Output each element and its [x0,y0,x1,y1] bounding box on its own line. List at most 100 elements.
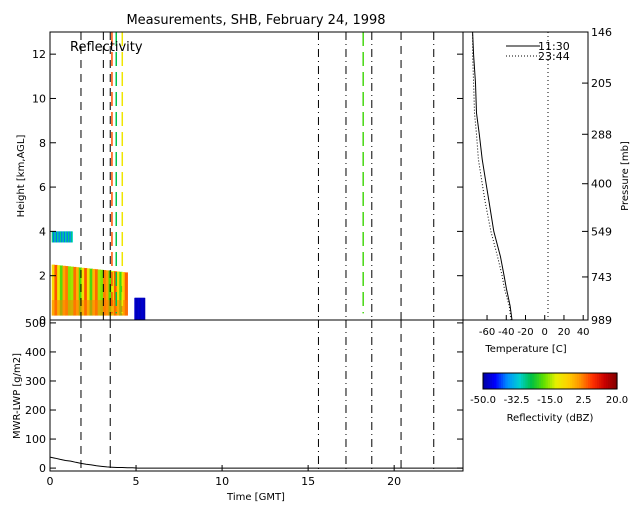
colorbar-ticks: -50.0 -32.5 -15.0 2.5 20.0 [470,395,628,406]
colorbar-frame [482,372,618,390]
cloud-column [108,270,112,316]
cloud-column [64,231,66,243]
cloud-column [73,266,77,316]
colorbar-cell [483,373,486,389]
sounding-frame [462,31,589,321]
colorbar-cell [538,373,542,389]
lwp-frame [49,319,464,472]
colorbar-cell [614,373,618,389]
colorbar-cell [505,373,509,389]
colorbar-cell [550,373,553,389]
cloud-column [78,267,82,316]
colorbar-cell [541,373,544,389]
colorbar-cell [491,373,495,389]
cloud-column [92,268,96,316]
sounding-panel: 146 205 288 400 549 743 989 -60 -40 -20 0 20 40 Pre… [462,26,631,355]
temperature-axis: -60 -40 -20 0 20 40 [479,315,590,338]
colorbar-cell [507,373,511,389]
colorbar-gradient [483,373,618,389]
cloud-column [71,231,73,243]
colorbar-cell [590,373,594,389]
colorbar-cell [596,373,600,389]
colorbar: -50.0 -32.5 -15.0 2.5 20.0 Reflectivity (dBZ… [470,372,628,424]
sounding-2344-line [472,32,512,321]
cloud-column [65,231,67,243]
legend-label-2344: 23:44 [538,50,570,63]
y-tick-label: 400 [25,346,46,359]
pressure-tick-label: 146 [591,26,612,39]
cloud-column [51,231,53,243]
colorbar-cell [558,373,562,389]
colorbar-cell [514,373,518,389]
pressure-tick-label: 400 [591,178,612,191]
cloud-column [62,265,66,316]
cloud-column [122,272,126,316]
colorbar-cell [496,373,500,389]
pressure-tick-label: 205 [591,77,612,90]
colorbar-cell [525,373,529,389]
cloud-column [63,231,65,243]
cloud-column [76,267,80,316]
cloud-column [66,231,68,243]
cloud-column [105,270,110,316]
cloud-region [134,297,146,320]
colorbar-cell [572,373,576,389]
colorbar-cell [543,373,547,389]
cloud-column [59,265,64,316]
temperature-axis-label: Temperature [C] [484,344,566,355]
colorbar-tick-label: 20.0 [606,395,628,406]
colorbar-cell [576,373,580,389]
cloud-region [51,264,128,316]
colorbar-cell [574,373,578,389]
lwp-y-axis: 0 100 200 300 400 500 [25,317,463,475]
cloud-column [54,264,58,316]
colorbar-cell [556,373,560,389]
lwp-xlabel: Time [GMT] [226,492,285,503]
colorbar-cell [512,373,515,389]
cloud-column [69,231,71,243]
reflectivity-title: Reflectivity [70,40,143,55]
cloud-column [59,231,61,243]
colorbar-cell [494,373,497,389]
cloud-column [86,268,91,316]
colorbar-cell [529,373,533,389]
colorbar-cell [532,373,535,389]
temperature-tick-label: -60 [479,327,495,338]
temperature-tick-label: -20 [517,327,533,338]
colorbar-tick-label: -32.5 [504,395,530,406]
colorbar-cell [554,373,558,389]
sounding-legend: 11:30 23:44 [506,40,570,63]
colorbar-cell [487,373,491,389]
cloud-column [70,231,73,243]
colorbar-cell [570,373,573,389]
colorbar-cell [581,373,585,389]
cloud-column [55,231,57,243]
legend-label-1130: 11:30 [538,40,570,53]
cloud-core [51,300,128,316]
y-tick-label: 4 [39,225,46,238]
cloud-column [97,269,101,316]
colorbar-cell [579,373,582,389]
colorbar-cell [516,373,520,389]
temperature-tick-label: 0 [542,327,548,338]
y-tick-label: 200 [25,404,46,417]
cloud-column [59,231,62,243]
reflectivity-panel: 0 2 4 6 8 10 12 Reflectivity Height [km,AGL] [16,31,464,327]
colorbar-cell [612,373,616,389]
cloud-column [111,270,115,316]
reflectivity-ylabel: Height [km,AGL] [16,135,27,218]
cloud-column [84,268,88,316]
colorbar-cell [520,373,524,389]
colorbar-cell [603,373,607,389]
colorbar-cell [587,373,591,389]
colorbar-cell [563,373,567,389]
colorbar-tick-label: -15.0 [537,395,563,406]
cloud-column [89,268,93,316]
colorbar-cell [565,373,569,389]
temperature-tick-label: 20 [558,327,571,338]
colorbar-cell [547,373,551,389]
cloud-column [62,231,64,243]
y-tick-label: 12 [32,48,46,61]
colorbar-cell [599,373,602,389]
